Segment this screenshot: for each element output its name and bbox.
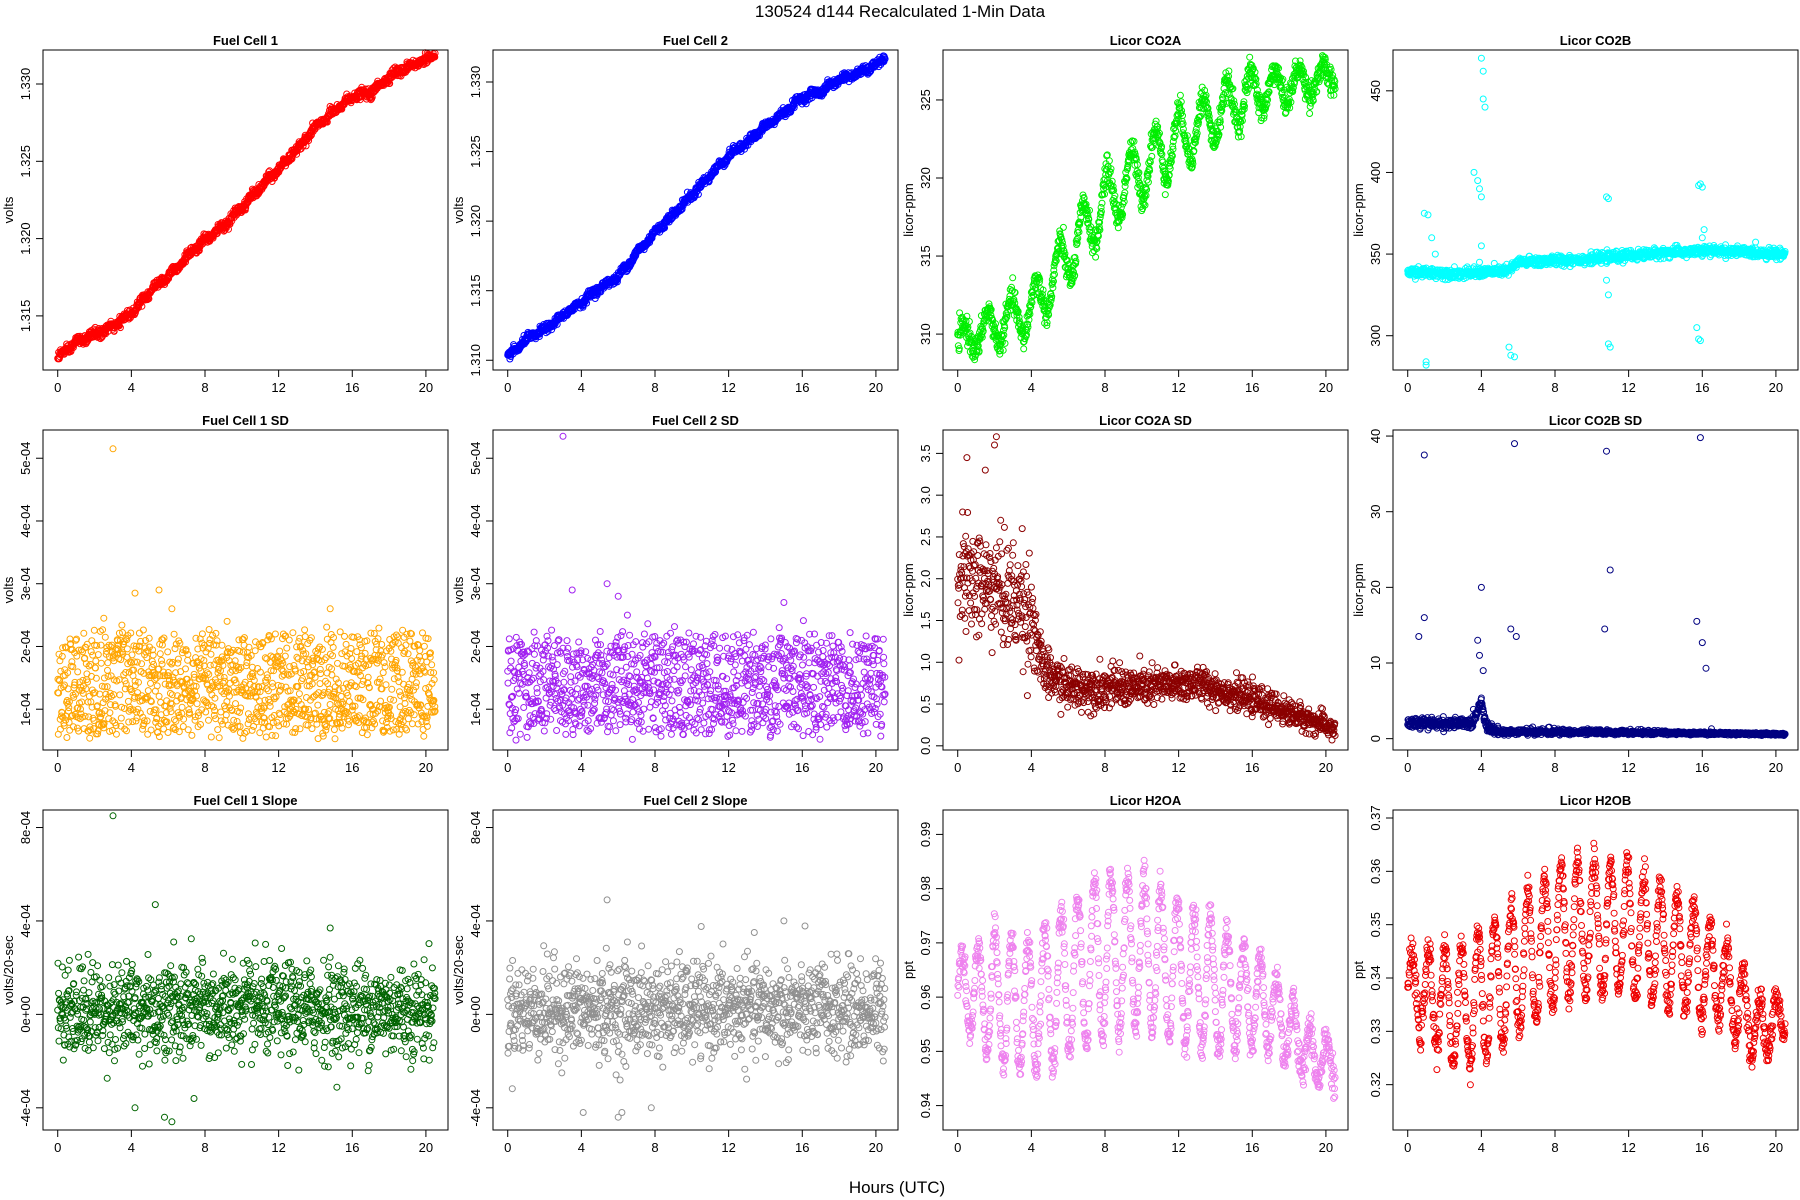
x-tick-label: 0 — [504, 380, 511, 395]
x-tick-label: 20 — [869, 380, 883, 395]
data-points — [1404, 54, 1789, 369]
x-tick-label: 16 — [795, 380, 809, 395]
y-tick-label: 1.330 — [18, 68, 33, 101]
x-tick-label: 20 — [1319, 380, 1333, 395]
x-tick-label: 16 — [1245, 380, 1259, 395]
y-tick-label: 1.320 — [18, 222, 33, 255]
data-point — [1009, 274, 1017, 282]
y-tick-label: 1.330 — [468, 66, 483, 99]
x-tick-label: 0 — [54, 380, 61, 395]
data-point — [535, 333, 543, 340]
y-tick-label: 315 — [918, 245, 933, 267]
panel-title: Fuel Cell 1 — [213, 33, 278, 48]
panel-1: Fuel Cell 1 0 4 8 12 16 20 1.315 1.320 1.325 1.330… — [1, 33, 449, 395]
y-tick-label: 1.325 — [18, 145, 33, 178]
data-point — [1306, 110, 1314, 117]
panel-grid: Fuel Cell 1 0 4 8 12 16 20 1.315 1.320 1.325 1.330… — [1, 33, 1799, 1155]
y-tick-label: 1.320 — [468, 205, 483, 238]
data-points — [954, 52, 1339, 364]
panel-title: Licor CO2A — [1110, 33, 1182, 48]
panel-2: Fuel Cell 2 0 4 8 12 16 20 1.310 1.315 1.320 1.325… — [451, 33, 899, 395]
x-tick-label: 8 — [651, 380, 658, 395]
data-point — [96, 335, 104, 343]
y-tick-label: 1.315 — [18, 300, 33, 333]
data-point — [542, 329, 550, 337]
x-tick-label: 8 — [201, 380, 208, 395]
figure-title: 130524 d144 Recalculated 1-Min Data — [755, 2, 1046, 21]
y-axis-label: licor-ppm — [901, 183, 916, 236]
data-points — [54, 49, 439, 363]
x-tick-label: 16 — [345, 380, 359, 395]
data-point — [116, 324, 124, 332]
x-tick-label: 4 — [578, 380, 585, 395]
y-tick-label: 310 — [918, 323, 933, 345]
x-tick-label: 12 — [1171, 380, 1185, 395]
x-tick-label: 4 — [128, 380, 135, 395]
y-tick-label: 325 — [918, 89, 933, 111]
data-point — [135, 304, 142, 311]
x-tick-label: 4 — [1028, 380, 1035, 395]
data-point — [1752, 238, 1760, 246]
data-point — [195, 247, 203, 255]
y-tick-label: 1.325 — [468, 135, 483, 168]
data-point — [1246, 53, 1254, 61]
y-tick-label: 320 — [918, 167, 933, 189]
x-tick-label: 12 — [721, 380, 735, 395]
data-point — [1098, 199, 1106, 207]
y-tick-label: 1.310 — [468, 344, 483, 377]
y-axis-label: volts — [451, 196, 466, 223]
data-point — [305, 137, 313, 145]
data-point — [1161, 191, 1169, 199]
panel-3: Licor CO2A 0 4 8 12 16 20 310 315 320 325 licor-ppm — [901, 33, 1349, 395]
data-point — [1059, 223, 1067, 231]
x-tick-label: 0 — [954, 380, 961, 395]
data-point — [1020, 345, 1028, 353]
data-point — [1176, 91, 1184, 99]
plot-frame — [42, 49, 449, 371]
data-point — [1092, 253, 1100, 261]
x-tick-label: 20 — [419, 380, 433, 395]
y-tick-label: 1.315 — [468, 274, 483, 307]
data-point — [131, 309, 139, 317]
data-points — [504, 52, 889, 363]
data-point — [431, 53, 439, 61]
panel-title: Licor CO2B — [1560, 33, 1632, 48]
data-point — [288, 155, 296, 163]
panel-title: Fuel Cell 2 — [663, 33, 728, 48]
y-axis-label: volts — [1, 196, 16, 223]
x-tick-label: 8 — [1101, 380, 1108, 395]
x-tick-label: 12 — [271, 380, 285, 395]
